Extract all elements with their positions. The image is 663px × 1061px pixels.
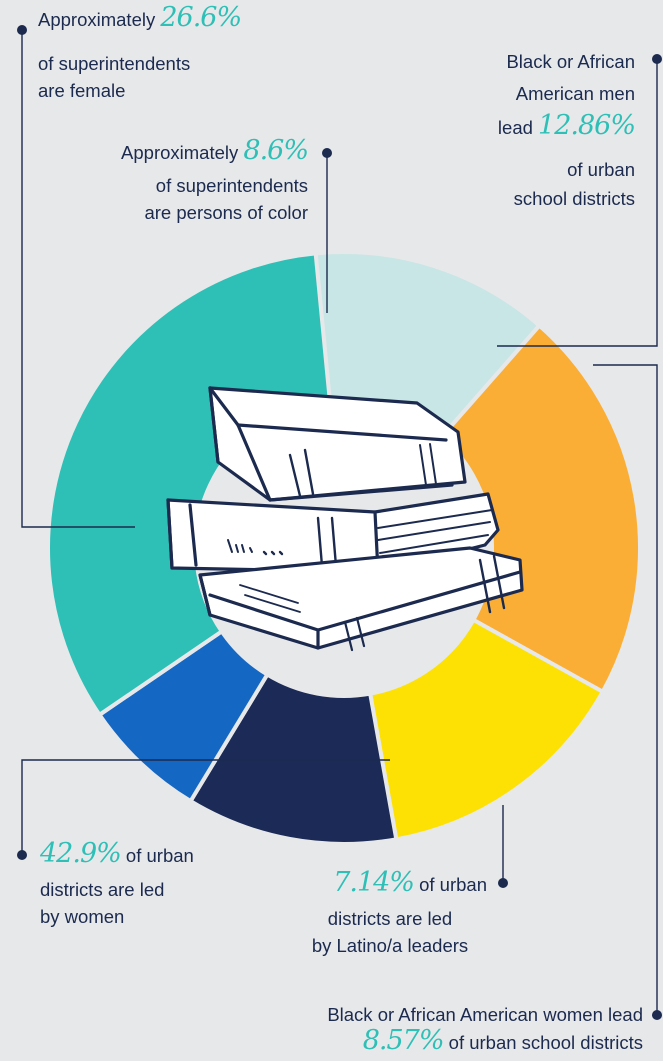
dot-black-women xyxy=(652,1010,662,1020)
leader-dots xyxy=(17,25,662,1020)
annotation-poc-line3: are persons of color xyxy=(144,202,308,223)
annotation-black-men-line2: American men xyxy=(515,83,635,104)
annotation-women-value: 42.9% xyxy=(40,838,122,869)
annotation-black-women-line2: 8.57% of urban school districts xyxy=(363,1027,643,1056)
leader-line-black-men xyxy=(497,59,658,347)
annotation-female-value: 26.6% xyxy=(160,2,242,33)
annotation-female-line3: are female xyxy=(38,80,126,101)
annotation-black-men-line5: school districts xyxy=(513,188,635,209)
books-icon xyxy=(166,386,524,652)
dot-black-men xyxy=(652,54,662,64)
annotation-black-men-value: 12.86% xyxy=(538,110,636,141)
dot-persons-of-color xyxy=(322,148,332,158)
dot-female xyxy=(17,25,27,35)
donut-segment-2 xyxy=(367,617,606,842)
annotation-black-women-rest: of urban school districts xyxy=(443,1032,643,1053)
donut-segments xyxy=(46,250,642,846)
annotation-black-men-line1: Black or African xyxy=(506,51,635,72)
annotation-latino-line1: 7.14% of urban xyxy=(333,869,487,898)
annotation-latino-line2: districts are led xyxy=(327,908,453,929)
annotation-women-line1: 42.9% of urban xyxy=(40,840,194,869)
leader-line-women xyxy=(21,759,390,855)
leader-lines xyxy=(21,30,658,1015)
annotation-poc-prefix: Approximately xyxy=(121,142,244,163)
annotation-women-rest: of urban xyxy=(120,845,194,866)
annotation-latino-value: 7.14% xyxy=(333,867,415,898)
annotation-black-women-value: 8.57% xyxy=(362,1025,445,1056)
annotation-women-line3: by women xyxy=(40,906,125,927)
dot-women xyxy=(17,850,27,860)
annotation-female-line1: Approximately 26.6% xyxy=(38,2,242,33)
annotation-black-men-prefix: lead xyxy=(497,117,539,138)
annotation-female-prefix: Approximately xyxy=(38,9,161,30)
annotation-women-line2: districts are led xyxy=(40,879,165,900)
annotation-black-men-line3: lead 12.86% xyxy=(497,110,636,141)
leader-line-female xyxy=(21,30,135,528)
annotation-poc-line1: Approximately 8.6% xyxy=(121,135,309,166)
dot-latino xyxy=(498,878,508,888)
annotation-black-women-line1: Black or African American women lead xyxy=(327,1004,643,1025)
annotation-latino-rest: of urban xyxy=(413,874,487,895)
annotation-latino-line3: by Latino/a leaders xyxy=(311,935,469,956)
annotation-poc-value: 8.6% xyxy=(243,135,309,166)
annotation-black-men-line4: of urban xyxy=(567,159,635,180)
annotation-female-line2: of superintendents xyxy=(38,53,191,74)
annotation-poc-line2: of superintendents xyxy=(155,175,308,196)
leader-line-black-women xyxy=(593,364,658,1015)
